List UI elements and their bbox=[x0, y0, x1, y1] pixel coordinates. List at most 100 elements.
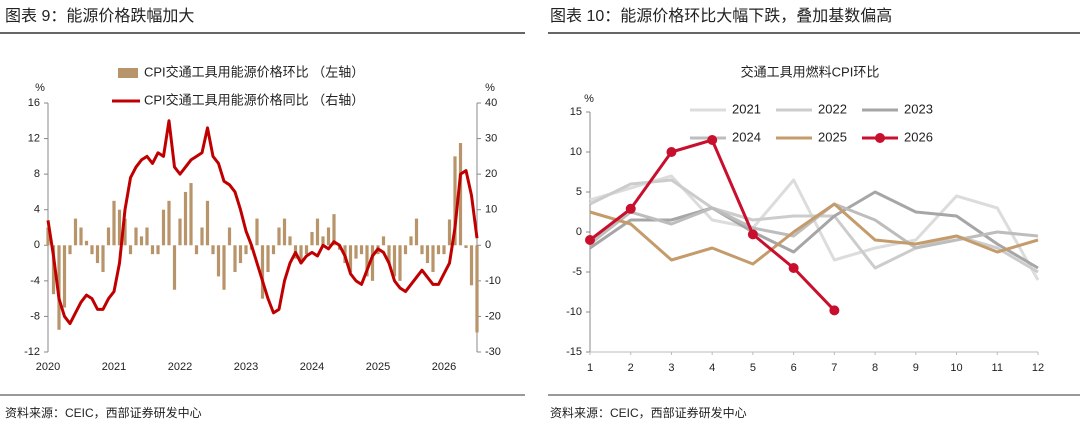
chart-subtitle: 交通工具用燃料CPI环比 bbox=[741, 64, 880, 79]
x-tick-label: 2024 bbox=[300, 361, 324, 373]
bar bbox=[304, 245, 309, 255]
y2-tick-label: 40 bbox=[485, 97, 497, 109]
bar bbox=[354, 245, 358, 259]
y-tick-label: 10 bbox=[570, 146, 582, 158]
marker bbox=[747, 229, 758, 240]
bar bbox=[183, 191, 188, 246]
legend-label: 2025 bbox=[818, 129, 847, 144]
bar bbox=[442, 245, 446, 255]
bar bbox=[117, 209, 122, 246]
bar bbox=[150, 245, 155, 255]
x-tick-label: 1 bbox=[587, 362, 593, 374]
bar bbox=[178, 218, 182, 246]
y-tick-label: -5 bbox=[572, 266, 582, 278]
y-tick-label: 15 bbox=[570, 106, 582, 118]
bar bbox=[436, 245, 441, 255]
x-tick-label: 2021 bbox=[102, 361, 126, 373]
bar bbox=[200, 227, 204, 246]
bar bbox=[453, 156, 457, 246]
y-tick-label: 16 bbox=[28, 97, 40, 109]
bar bbox=[233, 245, 237, 272]
bar bbox=[387, 245, 391, 264]
bar bbox=[392, 245, 397, 277]
bar bbox=[403, 245, 408, 255]
bar bbox=[68, 245, 72, 255]
y2-tick-label: -10 bbox=[485, 275, 501, 287]
y-tick-label: 5 bbox=[576, 186, 582, 198]
line bbox=[46, 119, 479, 326]
bar bbox=[469, 245, 474, 286]
x-tick-label: 2025 bbox=[366, 361, 390, 373]
bar bbox=[348, 245, 353, 272]
x-tick-label: 9 bbox=[913, 362, 919, 374]
y2-tick-label: -30 bbox=[485, 346, 501, 358]
bar bbox=[277, 227, 281, 246]
legend-label: 2022 bbox=[818, 101, 847, 116]
bar bbox=[90, 245, 94, 255]
x-tick-label: 4 bbox=[709, 362, 715, 374]
x-tick-label: 2 bbox=[628, 362, 634, 374]
bar bbox=[189, 183, 193, 246]
y2-tick-label: 0 bbox=[485, 239, 491, 251]
legend-label: 2026 bbox=[904, 129, 933, 144]
line bbox=[589, 202, 1039, 266]
bar bbox=[227, 227, 232, 246]
x-tick-label: 11 bbox=[992, 362, 1003, 374]
bar bbox=[266, 245, 270, 272]
y-unit: % bbox=[35, 82, 45, 94]
x-tick-label: 2020 bbox=[36, 361, 60, 373]
bar bbox=[106, 227, 111, 246]
y-tick-label: 8 bbox=[34, 168, 40, 180]
y-tick-label: 12 bbox=[28, 132, 40, 144]
bar bbox=[310, 231, 314, 246]
legend-swatch bbox=[118, 68, 138, 78]
bar bbox=[205, 200, 210, 246]
bar bbox=[271, 245, 276, 255]
bar bbox=[464, 245, 468, 248]
bar bbox=[51, 245, 56, 295]
legend-marker bbox=[875, 133, 885, 143]
bar bbox=[139, 236, 144, 246]
marker bbox=[707, 135, 718, 145]
bar bbox=[79, 227, 83, 246]
x-tick-label: 5 bbox=[750, 362, 756, 374]
bar bbox=[409, 236, 413, 246]
y-tick-label: -15 bbox=[566, 346, 582, 358]
source: 资料来源：CEIC，西部证券研发中心 bbox=[550, 405, 747, 420]
bar bbox=[84, 240, 89, 246]
bar bbox=[414, 218, 419, 246]
bar bbox=[156, 245, 160, 255]
bar bbox=[255, 218, 259, 246]
bar bbox=[145, 227, 149, 246]
line bbox=[589, 174, 1040, 281]
bar bbox=[95, 245, 100, 264]
bar bbox=[73, 218, 78, 246]
marker bbox=[788, 263, 799, 273]
bar bbox=[475, 245, 479, 333]
bar bbox=[123, 218, 127, 246]
bar bbox=[425, 245, 430, 264]
y2-tick-label: -20 bbox=[485, 310, 501, 322]
bar bbox=[128, 245, 133, 255]
x-tick-label: 6 bbox=[791, 362, 797, 374]
bar bbox=[238, 245, 243, 264]
x-tick-label: 8 bbox=[872, 362, 878, 374]
marker bbox=[585, 235, 595, 245]
bar bbox=[299, 245, 303, 264]
bar bbox=[381, 236, 386, 246]
bar bbox=[134, 227, 138, 246]
bar bbox=[370, 245, 375, 281]
marker bbox=[829, 305, 840, 316]
bar bbox=[420, 245, 424, 255]
bar bbox=[288, 236, 292, 246]
legend-label: 2024 bbox=[732, 129, 761, 144]
bar bbox=[359, 245, 364, 255]
line bbox=[589, 190, 1039, 270]
line bbox=[589, 138, 836, 312]
y-tick-label: -4 bbox=[30, 275, 40, 287]
y-tick-label: 0 bbox=[34, 239, 40, 251]
bar bbox=[326, 227, 331, 246]
bar bbox=[332, 214, 336, 246]
y2-tick-label: 10 bbox=[485, 204, 497, 216]
